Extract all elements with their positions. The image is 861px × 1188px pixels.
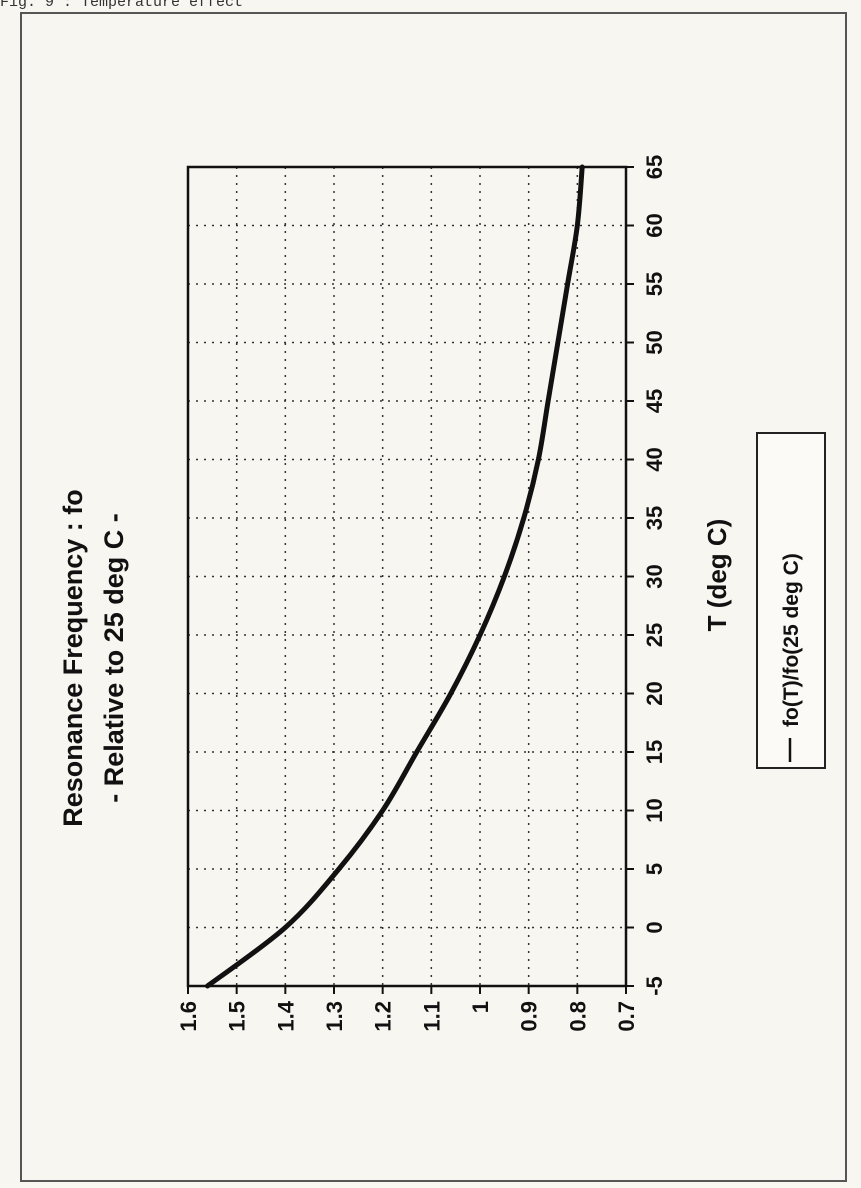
x-tick-label: 15 [642, 740, 667, 764]
x-tick-label: 60 [642, 213, 667, 237]
y-tick-label: 1.1 [419, 1001, 444, 1032]
y-tick-label: 0.9 [517, 1001, 542, 1032]
legend-label: fo(T)/fo(25 deg C) [780, 553, 803, 727]
x-tick-label: 25 [642, 623, 667, 647]
grid-vertical [187, 167, 627, 994]
x-tick-label: 0 [642, 921, 667, 933]
x-tick-label: 45 [642, 389, 667, 413]
y-tick-labels: 0.7 0.8 0.9 1 1.1 1.2 1.3 1.4 1.5 1.6 [176, 1000, 639, 1031]
legend: fo(T)/fo(25 deg C) [756, 432, 826, 769]
x-tick-label: 35 [642, 506, 667, 530]
x-tick-label: 5 [642, 863, 667, 875]
x-axis-label: T (deg C) [702, 519, 732, 632]
y-tick-label: 1 [468, 1001, 493, 1013]
x-tick-label: 55 [642, 272, 667, 296]
chart-title-line-2: - Relative to 25 deg C - [99, 513, 129, 803]
series-line [204, 164, 585, 989]
plot-border [186, 165, 628, 988]
y-tick-label: 1.2 [371, 1001, 396, 1032]
x-tick-label: 65 [642, 155, 667, 179]
y-tick-label: 1.3 [322, 1001, 347, 1032]
x-tick-label: 10 [642, 798, 667, 822]
x-tick-label: 30 [642, 564, 667, 588]
y-tick-label: 1.6 [176, 1001, 201, 1032]
y-tick-label: 0.7 [614, 1001, 639, 1032]
x-tick-label: 40 [642, 447, 667, 471]
x-tick-label: -5 [642, 976, 667, 996]
chart-title-line-1: Resonance Frequency : fo [58, 489, 88, 827]
y-tick-label: 1.5 [225, 1001, 250, 1032]
figure-caption: Fig. 9 : Temperature effect [0, 0, 244, 11]
x-tick-label: 20 [642, 681, 667, 705]
y-tick-label: 0.8 [565, 1001, 590, 1032]
y-tick-label: 1.4 [273, 1000, 298, 1031]
x-tick-label: 50 [642, 330, 667, 354]
x-tick-labels: -5 0 5 10 15 20 25 30 35 40 45 50 55 60 65 [642, 155, 667, 996]
figure-frame [20, 12, 847, 1182]
